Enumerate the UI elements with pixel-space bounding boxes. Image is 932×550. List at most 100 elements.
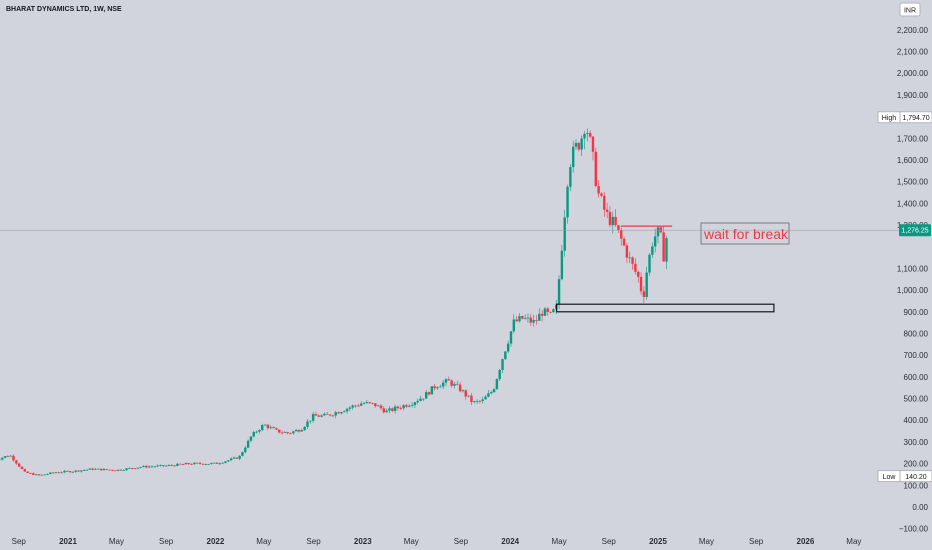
annotation-box[interactable]: wait for break <box>700 222 790 245</box>
candle <box>26 471 29 474</box>
candle <box>396 405 400 411</box>
candle <box>105 468 108 471</box>
candle <box>659 225 663 234</box>
candle <box>481 396 484 404</box>
candle <box>317 413 320 417</box>
candle <box>17 462 21 468</box>
candle <box>119 469 123 471</box>
candle <box>416 398 419 405</box>
candle <box>535 315 538 325</box>
currency-badge[interactable]: INR <box>899 2 921 17</box>
candle <box>334 410 337 419</box>
x-tick-label: May <box>404 537 419 546</box>
candle <box>501 358 504 374</box>
support-zone-box[interactable] <box>556 303 775 313</box>
x-tick-label: Sep <box>602 537 617 546</box>
candle <box>139 466 142 469</box>
y-tick-label: 1,500.00 <box>897 178 929 187</box>
candle <box>365 399 369 404</box>
candle <box>388 406 391 414</box>
candle <box>546 306 549 316</box>
y-tick-label: 2,200.00 <box>897 26 929 35</box>
low-marker: Low 140.20 <box>877 470 932 483</box>
candle <box>0 457 4 461</box>
candle <box>391 407 394 413</box>
candle <box>357 403 360 408</box>
x-tick-label: 2025 <box>649 537 667 546</box>
candle <box>484 394 487 400</box>
candle <box>181 463 185 465</box>
candle <box>583 131 586 150</box>
candle <box>153 465 157 468</box>
candle <box>523 314 527 320</box>
candle <box>447 376 451 381</box>
x-tick-label: May <box>846 537 861 546</box>
candle <box>453 381 456 389</box>
candle <box>461 389 465 393</box>
y-tick-label: 900.00 <box>904 308 929 317</box>
candle <box>436 386 439 391</box>
candle <box>210 462 213 465</box>
candle <box>433 384 436 391</box>
candles-layer <box>0 128 668 477</box>
candle <box>266 423 270 431</box>
candle <box>224 461 227 464</box>
candle <box>577 141 581 152</box>
y-tick-label: 300.00 <box>904 438 929 447</box>
candle <box>162 464 165 468</box>
candle <box>65 470 69 472</box>
y-tick-label: 200.00 <box>904 460 929 469</box>
candle <box>269 424 272 430</box>
candle <box>526 313 530 323</box>
y-tick-label: 500.00 <box>904 395 929 404</box>
candle <box>408 404 411 408</box>
candle <box>495 378 499 390</box>
candle <box>625 243 629 263</box>
candle <box>32 472 35 476</box>
candle <box>54 471 58 474</box>
candle <box>3 456 7 459</box>
candle <box>63 469 66 474</box>
candle <box>15 459 18 465</box>
candle <box>71 471 75 474</box>
candle <box>413 401 417 409</box>
candle <box>51 472 55 474</box>
candle <box>651 242 654 258</box>
candle <box>665 235 668 270</box>
candle <box>275 427 278 431</box>
x-tick-label: Sep <box>159 537 174 546</box>
candle <box>280 430 284 435</box>
candle <box>532 314 535 327</box>
candle <box>506 340 510 354</box>
candle <box>419 395 422 402</box>
candle <box>20 466 24 470</box>
y-tick-label: 1,000.00 <box>897 286 929 295</box>
high-label: High <box>882 115 897 122</box>
candle <box>340 411 343 415</box>
high-marker: High 1,794.70 <box>877 111 932 124</box>
candle <box>77 470 80 473</box>
x-tick-label: May <box>551 537 566 546</box>
y-tick-label: 1,900.00 <box>897 91 929 100</box>
candle <box>320 414 323 418</box>
candle <box>229 457 233 461</box>
candle <box>46 473 49 476</box>
candle <box>586 128 589 142</box>
candle <box>470 393 473 406</box>
candle <box>591 135 595 161</box>
candle <box>91 467 94 471</box>
candle <box>376 404 380 407</box>
candle <box>142 465 145 468</box>
candle <box>328 414 332 417</box>
candle <box>116 469 120 472</box>
candle <box>504 351 507 360</box>
candle <box>289 432 292 435</box>
x-tick-label: Sep <box>749 537 764 546</box>
candle <box>478 399 482 404</box>
candle <box>379 404 383 410</box>
candle <box>569 163 572 192</box>
candle <box>37 473 41 477</box>
candle <box>300 428 304 432</box>
candle <box>306 419 309 430</box>
